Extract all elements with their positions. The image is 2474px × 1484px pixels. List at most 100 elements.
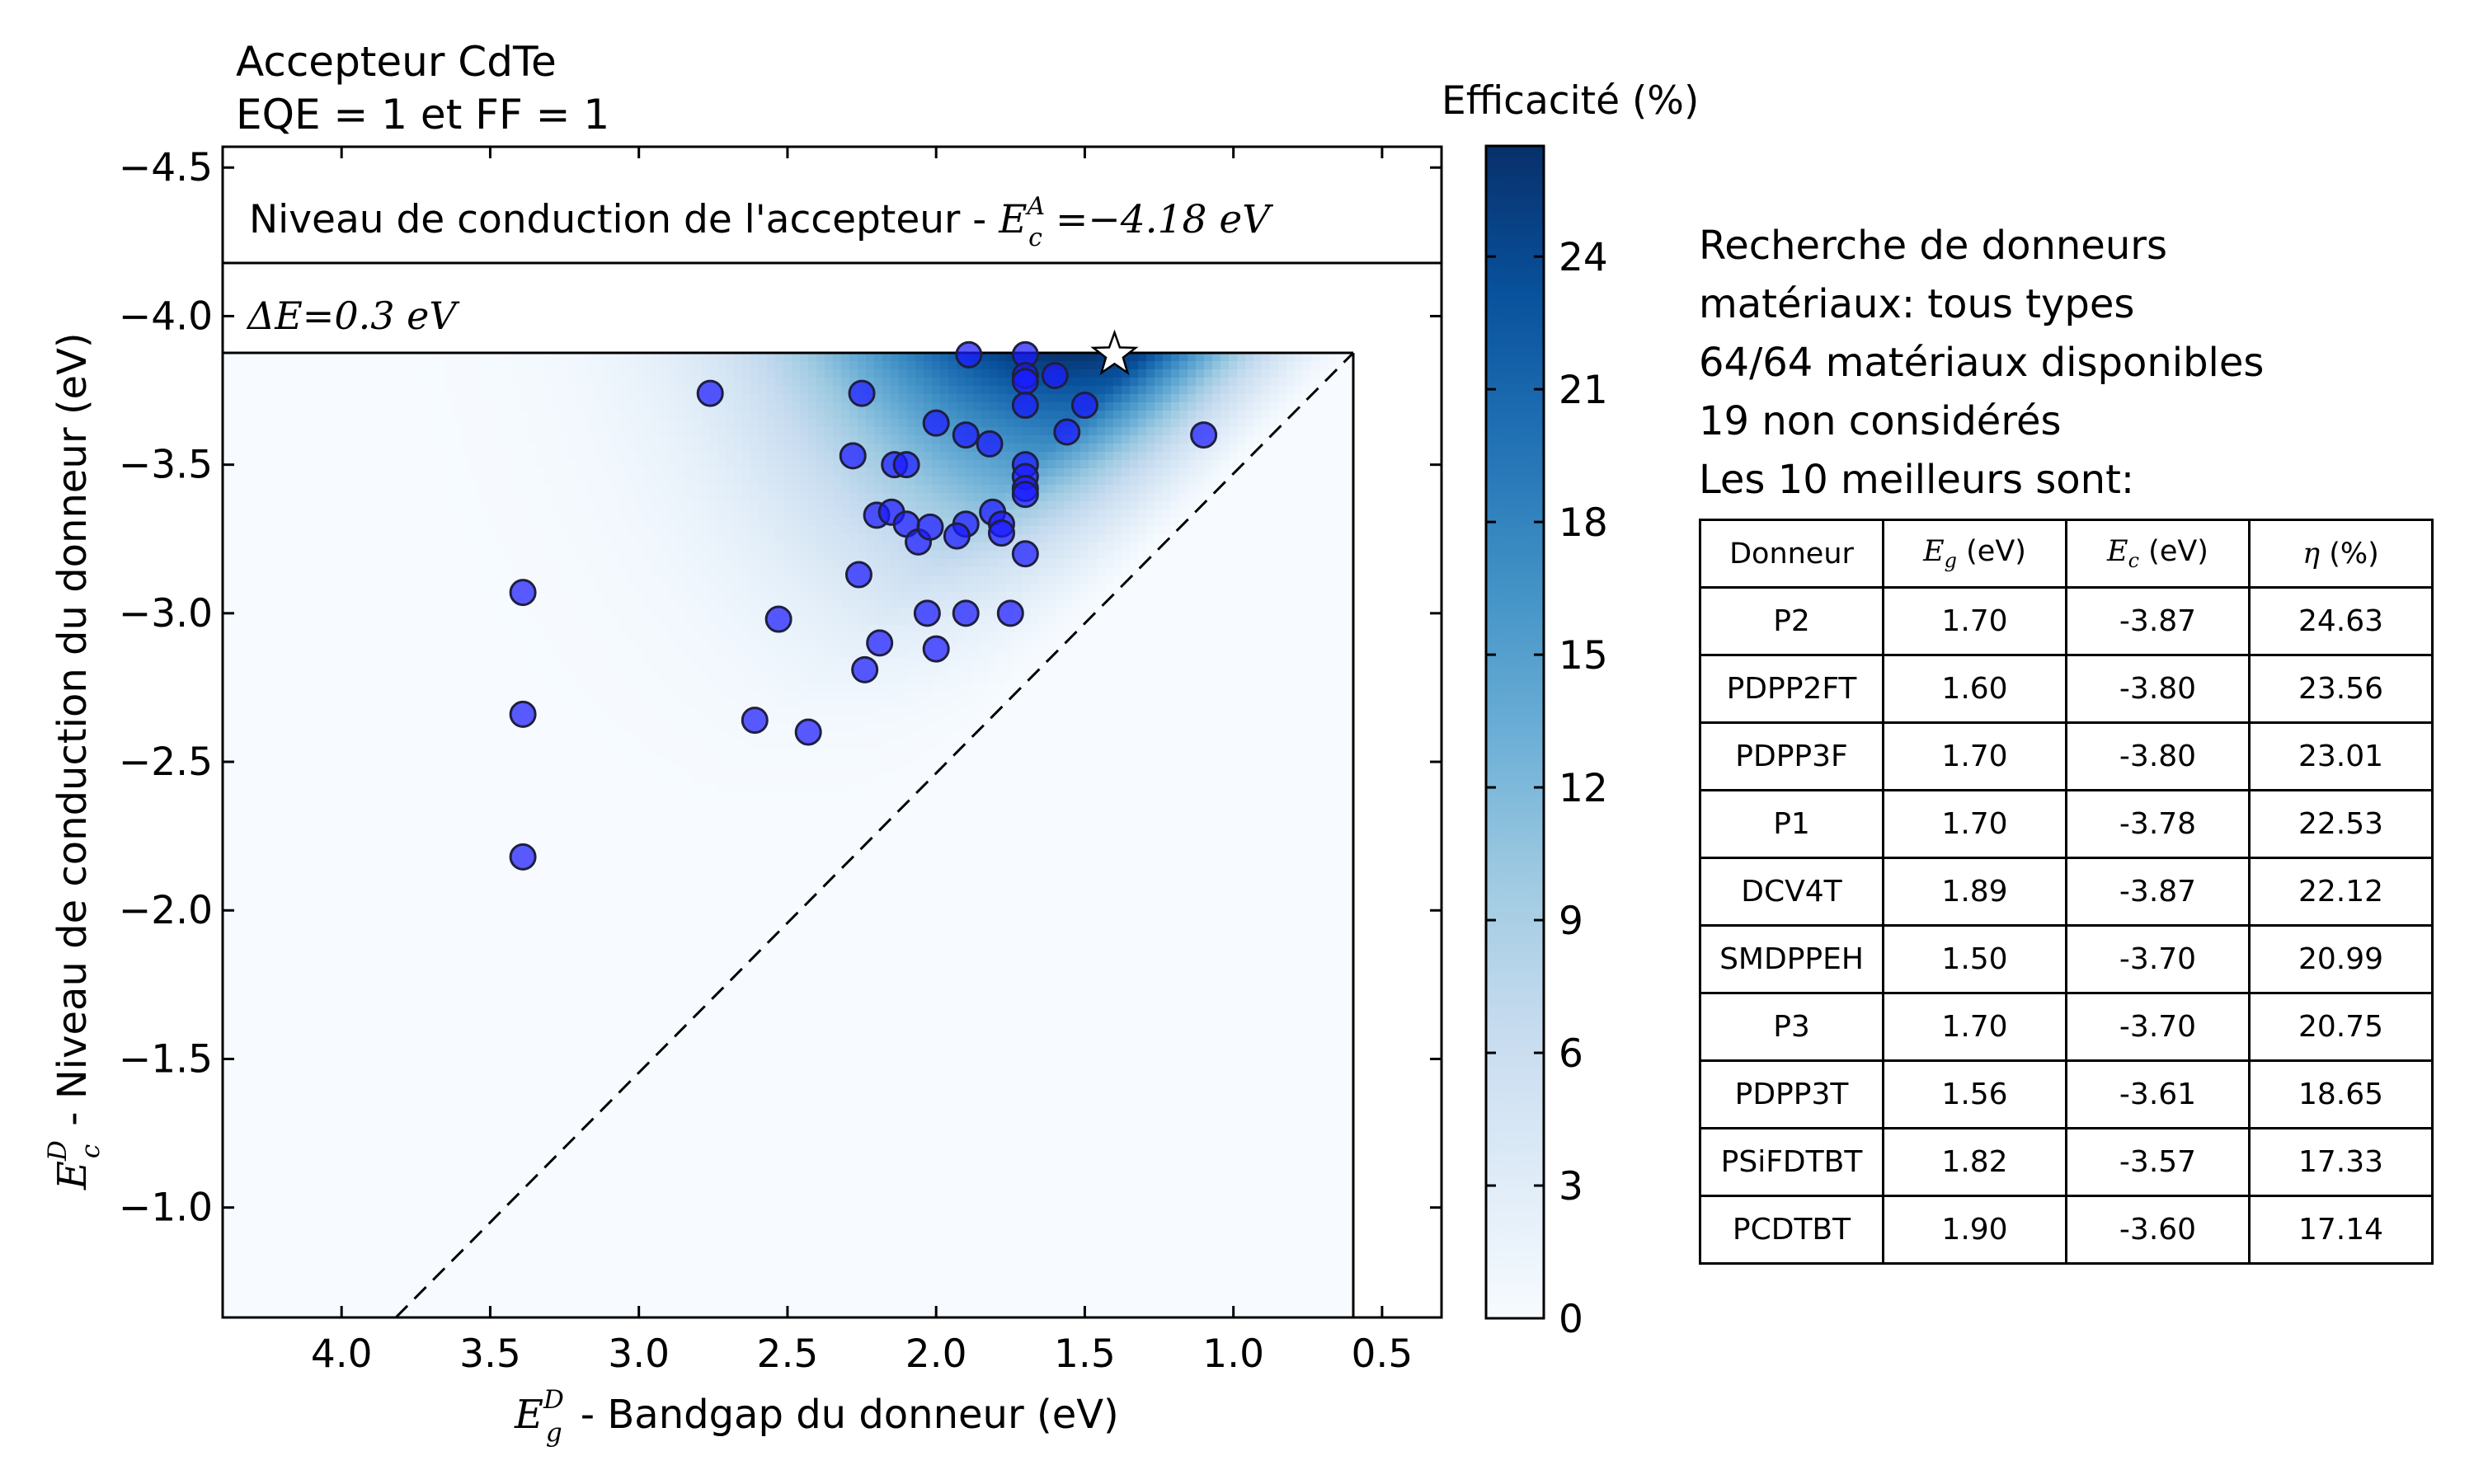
heatmap-cell: [1089, 608, 1098, 618]
heatmap-cell: [429, 592, 438, 601]
heatmap-cell: [940, 369, 949, 378]
heatmap-cell: [1105, 394, 1114, 403]
heatmap-cell: [684, 625, 694, 634]
heatmap-cell: [841, 435, 850, 444]
heatmap-cell: [544, 477, 553, 486]
heatmap-cell: [520, 468, 529, 477]
heatmap-cell: [833, 592, 842, 601]
heatmap-cell: [487, 361, 496, 370]
heatmap-cell: [1229, 444, 1238, 453]
heatmap-cell: [1031, 600, 1040, 609]
heatmap-cell: [1047, 386, 1056, 395]
heatmap-cell: [396, 518, 405, 527]
heatmap-cell: [1039, 526, 1048, 535]
heatmap-cell: [1245, 584, 1254, 593]
heatmap-cell: [1344, 435, 1353, 444]
heatmap-cell: [396, 567, 405, 576]
heatmap-cell: [1328, 551, 1337, 560]
heatmap-cell: [998, 402, 1007, 411]
heatmap-cell: [511, 378, 520, 387]
heatmap-cell: [297, 411, 306, 420]
heatmap-cell: [684, 378, 694, 387]
heatmap-cell: [816, 386, 825, 395]
heatmap-cell: [833, 353, 842, 362]
heatmap-cell: [1196, 485, 1205, 494]
heatmap-cell: [734, 567, 743, 576]
heatmap-cell: [660, 526, 669, 535]
heatmap-cell: [239, 485, 248, 494]
heatmap-cell: [520, 402, 529, 411]
heatmap-cell: [1122, 411, 1131, 420]
heatmap-cell: [1253, 526, 1263, 535]
heatmap-cell: [618, 534, 628, 543]
heatmap-cell: [940, 608, 949, 618]
heatmap-cell: [1113, 402, 1122, 411]
heatmap-cell: [1188, 600, 1197, 609]
heatmap-cell: [792, 617, 801, 626]
heatmap-cell: [1138, 493, 1147, 502]
heatmap-cell: [1023, 575, 1032, 585]
heatmap-cell: [833, 600, 842, 609]
heatmap-cell: [907, 551, 916, 560]
heatmap-cell: [1311, 402, 1320, 411]
heatmap-cell: [1245, 510, 1254, 519]
heatmap-cell: [330, 477, 339, 486]
heatmap-cell: [511, 477, 520, 486]
heatmap-cell: [280, 584, 289, 593]
heatmap-cell: [1262, 378, 1271, 387]
heatmap-cell: [305, 419, 314, 428]
heatmap-cell: [1031, 510, 1040, 519]
heatmap-cell: [924, 501, 933, 510]
heatmap-cell: [915, 394, 924, 403]
heatmap-cell: [1072, 625, 1081, 634]
heatmap-cell: [816, 411, 825, 420]
heatmap-cell: [1319, 641, 1329, 650]
heatmap-cell: [1295, 411, 1304, 420]
heatmap-cell: [684, 534, 694, 543]
heatmap-cell: [833, 534, 842, 543]
heatmap-cell: [1237, 485, 1246, 494]
heatmap-cell: [1113, 369, 1122, 378]
heatmap-cell: [223, 353, 232, 362]
heatmap-cell: [536, 584, 545, 593]
heatmap-cell: [866, 361, 875, 370]
heatmap-cell: [1311, 641, 1320, 650]
heatmap-cell: [635, 468, 644, 477]
heatmap-cell: [668, 369, 677, 378]
heatmap-cell: [998, 361, 1007, 370]
heatmap-cell: [577, 468, 586, 477]
heatmap-cell: [833, 567, 842, 576]
heatmap-cell: [1171, 378, 1180, 387]
heatmap-cell: [478, 378, 487, 387]
heatmap-cell: [825, 378, 834, 387]
heatmap-cell: [396, 427, 405, 436]
heatmap-cell: [1295, 460, 1304, 469]
heatmap-cell: [495, 617, 504, 626]
heatmap-cell: [1064, 625, 1073, 634]
heatmap-cell: [825, 353, 834, 362]
heatmap-cell: [305, 353, 314, 362]
heatmap-cell: [825, 518, 834, 527]
heatmap-cell: [1221, 641, 1230, 650]
heatmap-cell: [684, 518, 694, 527]
heatmap-cell: [1105, 452, 1114, 461]
heatmap-cell: [816, 510, 825, 519]
heatmap-cell: [470, 650, 479, 659]
heatmap-cell: [1204, 600, 1213, 609]
heatmap-cell: [470, 608, 479, 618]
heatmap-cell: [363, 584, 372, 593]
heatmap-cell: [825, 361, 834, 370]
heatmap-cell: [1196, 534, 1205, 543]
heatmap-cell: [849, 534, 858, 543]
heatmap-cell: [404, 493, 413, 502]
heatmap-cell: [709, 617, 718, 626]
heatmap-cell: [445, 633, 454, 642]
heatmap-cell: [404, 518, 413, 527]
heatmap-cell: [1336, 625, 1345, 634]
heatmap-cell: [792, 542, 801, 552]
heatmap-cell: [536, 369, 545, 378]
heatmap-cell: [1105, 411, 1114, 420]
heatmap-cell: [256, 460, 265, 469]
heatmap-cell: [693, 650, 702, 659]
heatmap-cell: [610, 493, 619, 502]
